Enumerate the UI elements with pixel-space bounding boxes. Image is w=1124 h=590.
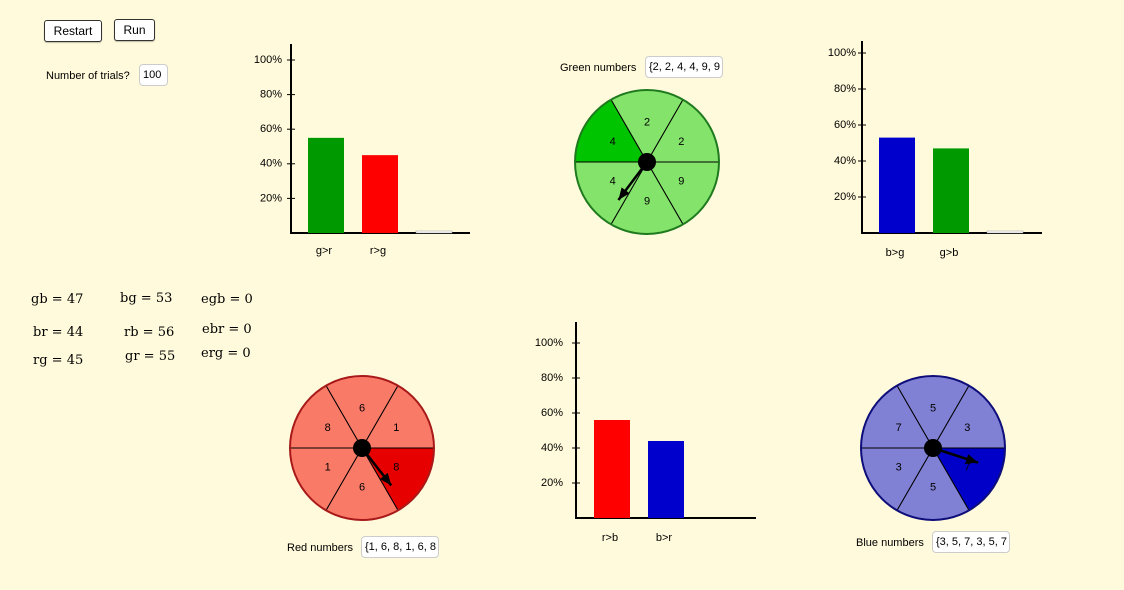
chart-2-category-label: r>b [602, 532, 618, 544]
green-spinner-rim [574, 89, 720, 235]
green-spinner-number: 9 [644, 196, 650, 208]
chart-0-tick-label: 20% [260, 192, 282, 204]
blue-spinner-number: 7 [896, 422, 902, 434]
stat-br: br = 44 [33, 325, 84, 340]
chart-0-tick-label: 60% [260, 123, 282, 135]
blue-spinner-rim [860, 375, 1006, 521]
chart-0-bar [308, 137, 344, 233]
chart-1-bar [879, 137, 915, 233]
red-spinner-number: 8 [393, 462, 399, 474]
chart-2-category-label: b>r [656, 532, 673, 544]
restart-button[interactable]: Restart [44, 20, 102, 42]
chart-0-tick-label: 80% [260, 89, 282, 101]
red-spinner-number: 8 [325, 422, 331, 434]
blue-spinner-number: 3 [964, 422, 970, 434]
stat-egb: egb = 0 [201, 292, 253, 307]
chart-2-bar [594, 420, 630, 518]
red-spinner-rim [289, 375, 435, 521]
chart-0-bar [362, 155, 398, 233]
chart-1-bar [933, 148, 969, 233]
chart-2-bar [648, 441, 684, 518]
blue-numbers-label: Blue numbers [856, 537, 924, 549]
chart-0-category-label: r>g [370, 245, 386, 257]
blue-spinner-number: 5 [930, 402, 936, 414]
stat-ebr: ebr = 0 [202, 322, 252, 337]
stat-erg: erg = 0 [201, 346, 251, 361]
green-spinner-number: 2 [678, 136, 684, 148]
chart-1-category-label: b>g [886, 247, 905, 259]
green-numbers-label: Green numbers [560, 62, 637, 74]
red-numbers-label: Red numbers [287, 542, 354, 554]
red-spinner-number: 1 [325, 462, 331, 474]
run-button[interactable]: Run [114, 19, 155, 41]
stat-gr: gr = 55 [125, 349, 176, 364]
chart-1-tick-label: 60% [834, 119, 856, 131]
blue-numbers-input[interactable]: {3, 5, 7, 3, 5, 7 [932, 531, 1010, 553]
stat-rb: rb = 56 [124, 325, 175, 340]
chart-1-tick-label: 100% [828, 47, 856, 59]
stat-bg: bg = 53 [120, 291, 173, 306]
chart-2-tick-label: 20% [541, 477, 563, 489]
chart-1-tick-label: 40% [834, 155, 856, 167]
stat-rg: rg = 45 [33, 353, 84, 368]
trials-label: Number of trials? [46, 70, 130, 82]
chart-2-tick-label: 100% [535, 337, 563, 349]
blue-spinner-hub [924, 439, 942, 457]
blue-spinner-number: 7 [964, 462, 970, 474]
chart-2-tick-label: 60% [541, 407, 563, 419]
green-spinner-number: 9 [678, 176, 684, 188]
blue-spinner-number: 5 [930, 482, 936, 494]
trials-input[interactable]: 100 [139, 64, 168, 86]
chart-2-tick-label: 80% [541, 372, 563, 384]
chart-1-tick-label: 80% [834, 83, 856, 95]
green-spinner-number: 4 [610, 136, 616, 148]
blue-spinner-number: 3 [896, 462, 902, 474]
green-spinner-number: 2 [644, 116, 650, 128]
red-numbers-input[interactable]: {1, 6, 8, 1, 6, 8 [361, 536, 439, 558]
red-spinner-number: 6 [359, 482, 365, 494]
chart-0-category-label: g>r [316, 245, 333, 257]
chart-0-bar [415, 230, 453, 234]
chart-0-tick-label: 100% [254, 54, 282, 66]
red-spinner-arrowhead [379, 472, 392, 486]
chart-2-tick-label: 40% [541, 442, 563, 454]
stat-gb: gb = 47 [31, 292, 84, 307]
red-spinner-hub [353, 439, 371, 457]
green-spinner-hub [638, 153, 656, 171]
chart-1-bar [986, 230, 1024, 234]
chart-1-tick-label: 20% [834, 191, 856, 203]
chart-0-tick-label: 40% [260, 158, 282, 170]
chart-1-category-label: g>b [940, 247, 959, 259]
blue-spinner-arrowhead [965, 454, 979, 464]
green-numbers-input[interactable]: {2, 2, 4, 4, 9, 9 [645, 56, 723, 78]
green-spinner-arrowhead [618, 187, 630, 200]
green-spinner-number: 4 [610, 176, 616, 188]
red-spinner-number: 6 [359, 402, 365, 414]
red-spinner-number: 1 [393, 422, 399, 434]
